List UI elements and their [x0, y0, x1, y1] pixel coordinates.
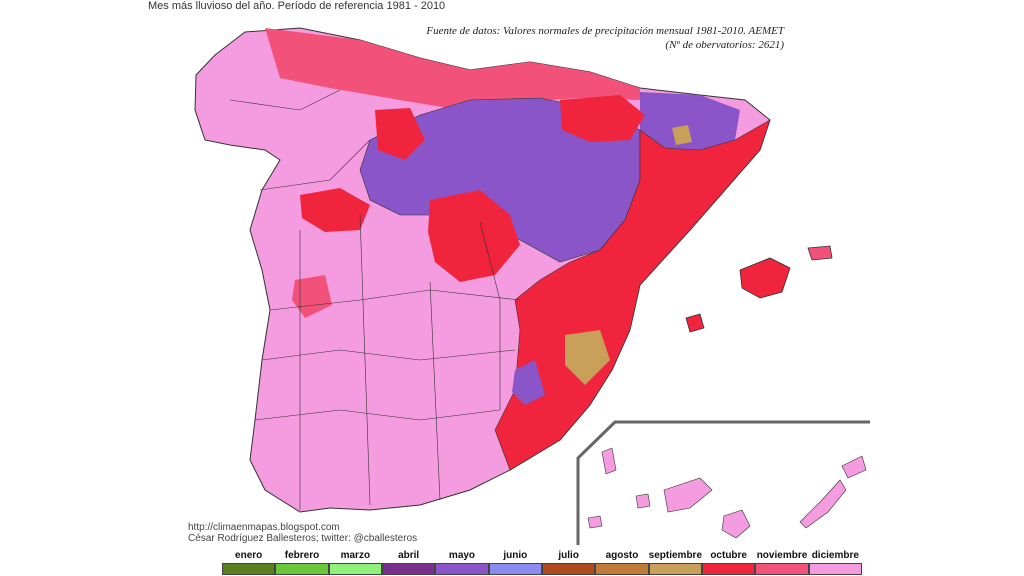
- legend-item-junio: junio: [488, 550, 542, 576]
- mallorca-island: [739, 257, 791, 299]
- legend-swatch: [648, 563, 702, 575]
- menorca-island: [807, 245, 833, 261]
- ibiza-island: [685, 313, 705, 333]
- legend-item-marzo: marzo: [328, 550, 382, 576]
- credits: http://climaenmapas.blogspot.com César R…: [188, 522, 417, 544]
- legend-label: julio: [558, 550, 579, 561]
- central-region-octubre: [428, 190, 520, 282]
- legend-label: mayo: [448, 550, 476, 561]
- legend-label: marzo: [340, 550, 371, 561]
- legend-swatch: [328, 563, 382, 575]
- legend-swatch: [435, 563, 489, 575]
- blog-link[interactable]: http://climaenmapas.blogspot.com: [188, 522, 340, 533]
- data-source-note: Fuente de datos: Valores normales de pre…: [426, 24, 784, 52]
- legend-item-julio: julio: [542, 550, 596, 576]
- legend-swatch: [275, 563, 329, 575]
- northwest-region-octubre: [300, 188, 370, 232]
- legend-item-octubre: octubre: [702, 550, 756, 576]
- legend-label: noviembre: [756, 550, 808, 561]
- legend-swatch: [488, 563, 542, 575]
- legend-swatch: [382, 563, 436, 575]
- legend-item-diciembre: diciembre: [808, 550, 862, 576]
- western-region-noviembre: [292, 275, 332, 318]
- legend-item-febrero: febrero: [275, 550, 329, 576]
- canary-inset-frame: [576, 420, 870, 545]
- legend-swatch: [808, 563, 862, 575]
- author-credit: César Rodríguez Ballesteros; twitter: @c…: [188, 533, 418, 544]
- el-hierro-island: [587, 515, 603, 529]
- legend-item-septiembre: septiembre: [648, 550, 703, 576]
- pyrenees-region-mayo: [640, 92, 740, 150]
- mediterranean-region-octubre: [494, 119, 771, 471]
- legend-label: septiembre: [648, 550, 703, 561]
- legend-label: enero: [235, 550, 263, 561]
- alicante-region-septiembre: [565, 330, 610, 385]
- legend-label: febrero: [284, 550, 320, 561]
- pyrenees-patch-septiembre: [672, 125, 692, 145]
- legend-label: junio: [503, 550, 528, 561]
- month-legend: enero febrero marzo abril mayo junio julio agos…: [222, 550, 862, 576]
- north-coast-region-noviembre: [265, 28, 640, 110]
- data-source-line: Fuente de datos: Valores normales de pre…: [426, 25, 784, 37]
- legend-item-noviembre: noviembre: [755, 550, 809, 576]
- la-palma-island: [601, 447, 617, 475]
- legend-label: agosto: [605, 550, 639, 561]
- legend-item-mayo: mayo: [435, 550, 489, 576]
- observatories-count: (Nº de obervatorios: 2621): [665, 39, 784, 51]
- map-title: Mes más lluvioso del año. Período de ref…: [148, 0, 446, 12]
- fuerteventura-island: [799, 479, 847, 529]
- province-borders: [229, 89, 521, 510]
- legend-item-enero: enero: [222, 550, 276, 576]
- legend-label: octubre: [710, 550, 747, 561]
- legend-swatch: [542, 563, 596, 575]
- legend-item-abril: abril: [382, 550, 436, 576]
- la-gomera-island: [635, 493, 651, 509]
- tenerife-island: [663, 477, 713, 513]
- legend-swatch: [595, 563, 649, 575]
- southeast-region-mayo: [512, 360, 545, 405]
- legend-item-agosto: agosto: [595, 550, 649, 576]
- legend-label: diciembre: [811, 550, 859, 561]
- ebro-region-octubre: [560, 95, 645, 142]
- legend-swatch: [222, 563, 276, 575]
- lanzarote-island: [841, 455, 867, 479]
- north-central-region-octubre: [375, 108, 425, 160]
- legend-swatch: [755, 563, 809, 575]
- gran-canaria-island: [721, 509, 751, 539]
- legend-swatch: [702, 563, 756, 575]
- legend-label: abril: [398, 550, 420, 561]
